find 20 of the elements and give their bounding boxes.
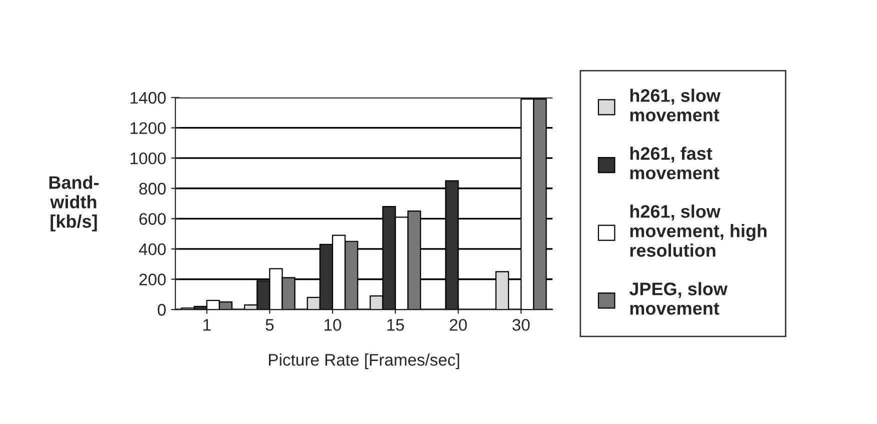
x-tick-label: 30: [512, 318, 530, 331]
legend-label: h261, slow movement, high resolution: [630, 204, 766, 257]
legend-label: h261, fast movement: [630, 146, 720, 180]
y-tick-label: 600: [139, 213, 166, 225]
x-axis-title: Picture Rate [Frames/sec]: [269, 354, 460, 370]
x-tick-label: 5: [266, 319, 274, 331]
y-tick-label: 1000: [130, 152, 166, 164]
y-tick-label: 1200: [130, 122, 166, 134]
y-tick-label: 400: [138, 243, 166, 256]
legend-label: JPEG, slow movement: [629, 282, 728, 315]
y-tick-label: 0: [158, 304, 166, 316]
x-tick-label: 10: [324, 318, 342, 331]
y-axis-title: Band- width [kb/s]: [49, 176, 99, 232]
x-tick-label: 20: [450, 318, 467, 331]
x-tick-label: 15: [387, 319, 404, 331]
y-tick-label: 800: [139, 182, 166, 195]
legend-label: h261, slow movement: [630, 88, 720, 122]
y-tick-label: 200: [139, 274, 166, 286]
y-tick-label: 1400: [130, 92, 166, 104]
x-tick-label: 1: [203, 319, 211, 331]
